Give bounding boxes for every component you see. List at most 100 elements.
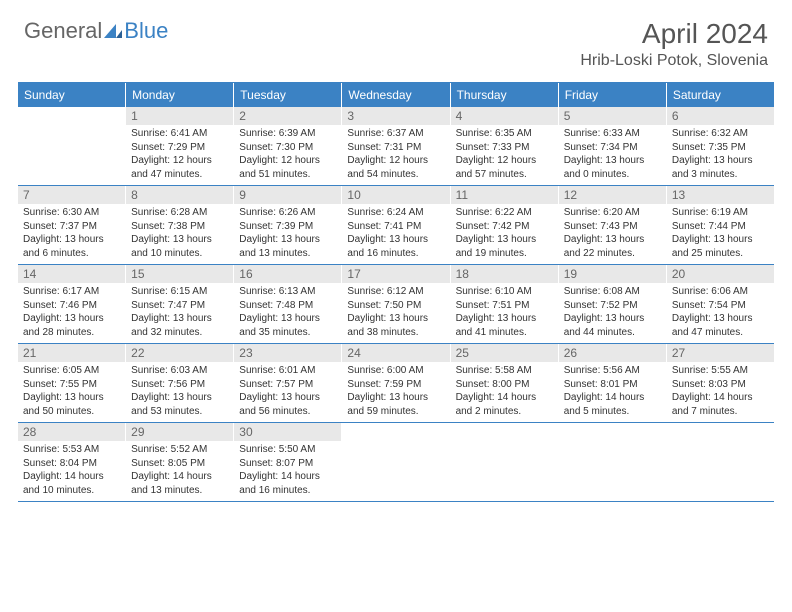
day-number: 2 [234,107,341,125]
day-cell [342,423,450,501]
weekday-monday: Monday [126,83,234,107]
day-cell: 27Sunrise: 5:55 AMSunset: 8:03 PMDayligh… [667,344,774,422]
day-number: 12 [559,186,666,204]
day-number: 9 [234,186,341,204]
day-number: 11 [451,186,558,204]
day-number: 19 [559,265,666,283]
day-number: 16 [234,265,341,283]
logo-text-general: General [24,18,102,44]
day-number: 1 [126,107,233,125]
day-details: Sunrise: 6:32 AMSunset: 7:35 PMDaylight:… [667,125,774,181]
month-title: April 2024 [580,18,768,50]
weekday-friday: Friday [559,83,667,107]
day-cell: 17Sunrise: 6:12 AMSunset: 7:50 PMDayligh… [342,265,450,343]
day-cell: 26Sunrise: 5:56 AMSunset: 8:01 PMDayligh… [559,344,667,422]
day-cell: 1Sunrise: 6:41 AMSunset: 7:29 PMDaylight… [126,107,234,185]
day-cell: 22Sunrise: 6:03 AMSunset: 7:56 PMDayligh… [126,344,234,422]
weekday-wednesday: Wednesday [342,83,450,107]
title-block: April 2024 Hrib-Loski Potok, Slovenia [580,18,768,70]
day-cell: 3Sunrise: 6:37 AMSunset: 7:31 PMDaylight… [342,107,450,185]
day-number: 23 [234,344,341,362]
day-number: 7 [18,186,125,204]
day-details: Sunrise: 6:26 AMSunset: 7:39 PMDaylight:… [234,204,341,260]
day-cell: 20Sunrise: 6:06 AMSunset: 7:54 PMDayligh… [667,265,774,343]
day-number: 28 [18,423,125,441]
day-cell: 24Sunrise: 6:00 AMSunset: 7:59 PMDayligh… [342,344,450,422]
day-cell: 13Sunrise: 6:19 AMSunset: 7:44 PMDayligh… [667,186,774,264]
day-cell: 18Sunrise: 6:10 AMSunset: 7:51 PMDayligh… [451,265,559,343]
day-details: Sunrise: 6:28 AMSunset: 7:38 PMDaylight:… [126,204,233,260]
day-number: 26 [559,344,666,362]
day-cell: 16Sunrise: 6:13 AMSunset: 7:48 PMDayligh… [234,265,342,343]
day-cell: 29Sunrise: 5:52 AMSunset: 8:05 PMDayligh… [126,423,234,501]
day-details: Sunrise: 6:22 AMSunset: 7:42 PMDaylight:… [451,204,558,260]
header: General Blue April 2024 Hrib-Loski Potok… [0,0,792,78]
day-details: Sunrise: 6:08 AMSunset: 7:52 PMDaylight:… [559,283,666,339]
day-details: Sunrise: 5:58 AMSunset: 8:00 PMDaylight:… [451,362,558,418]
day-details: Sunrise: 6:39 AMSunset: 7:30 PMDaylight:… [234,125,341,181]
logo-icon [104,24,122,38]
day-cell: 23Sunrise: 6:01 AMSunset: 7:57 PMDayligh… [234,344,342,422]
day-details: Sunrise: 5:56 AMSunset: 8:01 PMDaylight:… [559,362,666,418]
day-details: Sunrise: 6:00 AMSunset: 7:59 PMDaylight:… [342,362,449,418]
day-details: Sunrise: 6:20 AMSunset: 7:43 PMDaylight:… [559,204,666,260]
day-number: 20 [667,265,774,283]
day-details: Sunrise: 6:01 AMSunset: 7:57 PMDaylight:… [234,362,341,418]
day-cell: 9Sunrise: 6:26 AMSunset: 7:39 PMDaylight… [234,186,342,264]
day-number: 10 [342,186,449,204]
day-number: 30 [234,423,341,441]
day-details: Sunrise: 6:15 AMSunset: 7:47 PMDaylight:… [126,283,233,339]
day-details: Sunrise: 6:12 AMSunset: 7:50 PMDaylight:… [342,283,449,339]
day-cell: 5Sunrise: 6:33 AMSunset: 7:34 PMDaylight… [559,107,667,185]
calendar: SundayMondayTuesdayWednesdayThursdayFrid… [18,82,774,502]
day-cell: 6Sunrise: 6:32 AMSunset: 7:35 PMDaylight… [667,107,774,185]
day-number: 14 [18,265,125,283]
day-details: Sunrise: 6:33 AMSunset: 7:34 PMDaylight:… [559,125,666,181]
day-details: Sunrise: 6:19 AMSunset: 7:44 PMDaylight:… [667,204,774,260]
day-cell [451,423,559,501]
day-cell: 10Sunrise: 6:24 AMSunset: 7:41 PMDayligh… [342,186,450,264]
day-details: Sunrise: 5:50 AMSunset: 8:07 PMDaylight:… [234,441,341,497]
day-cell [559,423,667,501]
day-details: Sunrise: 5:52 AMSunset: 8:05 PMDaylight:… [126,441,233,497]
day-details: Sunrise: 6:37 AMSunset: 7:31 PMDaylight:… [342,125,449,181]
day-cell: 15Sunrise: 6:15 AMSunset: 7:47 PMDayligh… [126,265,234,343]
day-cell: 4Sunrise: 6:35 AMSunset: 7:33 PMDaylight… [451,107,559,185]
day-number: 4 [451,107,558,125]
day-cell: 21Sunrise: 6:05 AMSunset: 7:55 PMDayligh… [18,344,126,422]
day-number: 5 [559,107,666,125]
day-number: 21 [18,344,125,362]
day-details: Sunrise: 5:55 AMSunset: 8:03 PMDaylight:… [667,362,774,418]
day-details: Sunrise: 6:35 AMSunset: 7:33 PMDaylight:… [451,125,558,181]
day-details: Sunrise: 6:30 AMSunset: 7:37 PMDaylight:… [18,204,125,260]
day-number: 6 [667,107,774,125]
day-details: Sunrise: 6:24 AMSunset: 7:41 PMDaylight:… [342,204,449,260]
day-cell [18,107,126,185]
day-number: 17 [342,265,449,283]
day-details: Sunrise: 6:06 AMSunset: 7:54 PMDaylight:… [667,283,774,339]
day-cell [667,423,774,501]
logo: General Blue [24,18,168,44]
day-cell: 7Sunrise: 6:30 AMSunset: 7:37 PMDaylight… [18,186,126,264]
day-cell: 30Sunrise: 5:50 AMSunset: 8:07 PMDayligh… [234,423,342,501]
day-cell: 25Sunrise: 5:58 AMSunset: 8:00 PMDayligh… [451,344,559,422]
day-number: 13 [667,186,774,204]
weekday-thursday: Thursday [451,83,559,107]
week-row: 14Sunrise: 6:17 AMSunset: 7:46 PMDayligh… [18,265,774,344]
week-row: 21Sunrise: 6:05 AMSunset: 7:55 PMDayligh… [18,344,774,423]
day-number: 15 [126,265,233,283]
day-number: 29 [126,423,233,441]
day-details: Sunrise: 6:05 AMSunset: 7:55 PMDaylight:… [18,362,125,418]
day-number: 18 [451,265,558,283]
day-details: Sunrise: 6:10 AMSunset: 7:51 PMDaylight:… [451,283,558,339]
week-row: 7Sunrise: 6:30 AMSunset: 7:37 PMDaylight… [18,186,774,265]
day-number: 22 [126,344,233,362]
day-details: Sunrise: 6:41 AMSunset: 7:29 PMDaylight:… [126,125,233,181]
day-number: 27 [667,344,774,362]
day-number: 24 [342,344,449,362]
day-number: 3 [342,107,449,125]
location: Hrib-Loski Potok, Slovenia [580,52,768,70]
day-details: Sunrise: 5:53 AMSunset: 8:04 PMDaylight:… [18,441,125,497]
weekday-tuesday: Tuesday [234,83,342,107]
day-details: Sunrise: 6:17 AMSunset: 7:46 PMDaylight:… [18,283,125,339]
